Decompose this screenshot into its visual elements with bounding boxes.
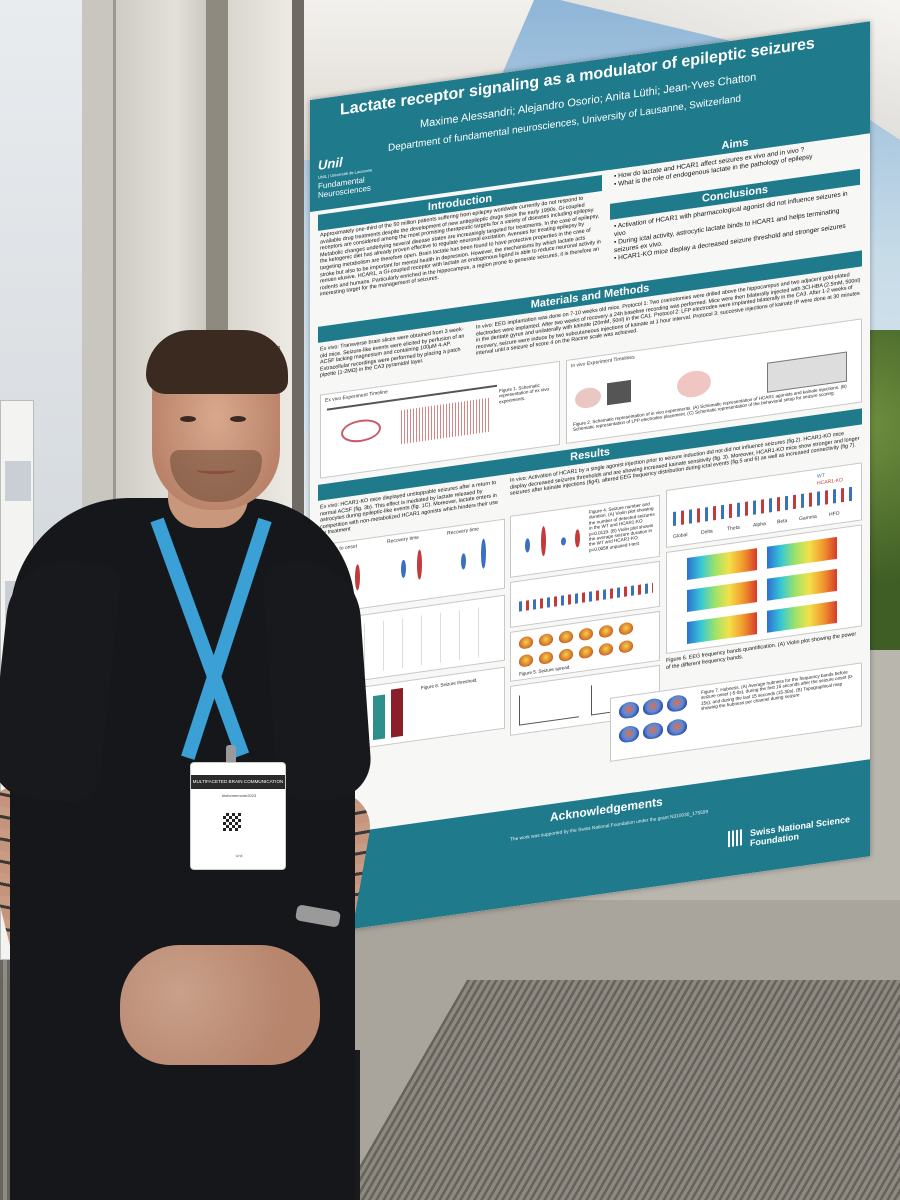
figure-4-caption: Figure 4. Seizure number and duration. (… [589,501,655,553]
legend-wt: WT [817,472,825,480]
unil-logo: Unil UNIL | Université de Lausanne Funda… [318,152,384,199]
spectrogram-wt-1 [687,548,757,581]
spectrogram-wt-3 [687,612,757,645]
spectrogram-ko-2 [767,568,837,601]
badge-footer: Unil [235,853,243,858]
brain-map [539,650,553,665]
violin-mark [481,538,486,569]
brain-map [579,627,593,642]
brain-map [619,639,633,654]
snsf-logo-mark [728,829,744,848]
brain-map [579,645,593,660]
band-gamma: Gamma [799,513,817,523]
badge-clip [226,745,236,769]
figure-8-bar-ko [391,687,403,738]
brain-map [619,621,633,636]
band-alpha: Alpha [753,520,766,529]
spectrogram-wt-2 [687,580,757,613]
panel-recovery-time-1: Recovery time [387,534,419,546]
band-global: Global [673,531,688,540]
figure-2-label: In vivo Experiment Timelines [571,354,635,370]
figure-1-caption: Figure 1. Schematic representation of ex… [499,382,550,405]
band-beta: Beta [777,517,788,526]
poster-perspective: Lactate receptor signaling as a modulato… [310,0,870,936]
figure-2-brain-a [575,386,601,410]
name-badge: MULTIFACETED BRAIN COMMUNICATION #inform… [190,762,286,870]
smile [196,466,236,474]
brain-map [599,624,613,639]
clasped-hands [120,945,320,1065]
hubness-map [667,694,687,713]
unil-logo-name: Unil [318,154,343,173]
poster-title: Lactate receptor signaling as a modulato… [340,35,815,119]
scientific-poster: Lactate receptor signaling as a modulato… [310,21,870,936]
violin-mark [401,559,406,579]
spectrogram-ko-1 [767,536,837,569]
band-hfo: HFO [829,510,840,519]
hubness-map [643,721,663,741]
figure-2-histology [607,379,631,406]
violin-mark [561,537,566,546]
presenter: MULTIFACETED BRAIN COMMUNICATION #inform… [0,330,380,1200]
snsf-logo-text: Swiss National Science Foundation [750,814,851,849]
brain-map [559,630,573,645]
brain-map [559,648,573,663]
violin-mark [461,553,466,570]
figure-1-recording-trace [401,397,491,445]
violin-mark [417,549,422,580]
hubness-map [619,724,639,744]
badge-title: MULTIFACETED BRAIN COMMUNICATION [191,775,285,789]
violin-mark [525,538,530,553]
hubness-map [667,718,687,737]
hubness-map [619,700,639,720]
band-delta: Delta [701,528,713,537]
badge-subtitle: #informemoire2023 [221,793,257,798]
brain-map [519,635,533,650]
brain-map [519,653,533,668]
brain-map [599,642,613,657]
figure-8-caption: Figure 8. Seizure threshold. [421,677,478,691]
violin-mark [575,529,580,548]
figure-2-brain-b [677,368,711,400]
hubness-map [643,697,663,717]
band-theta: Theta [727,524,740,533]
spectrogram-ko-3 [767,600,837,633]
violin-mark [541,525,546,557]
left-eye [180,416,196,422]
brain-map [539,632,553,647]
figure-5-violin-strip [519,582,653,612]
right-eye [230,416,246,422]
panel-recovery-time-2: Recovery time [447,526,479,537]
figure-7-axes-a [519,687,579,726]
badge-qr-code [223,813,241,831]
hair [146,330,288,394]
